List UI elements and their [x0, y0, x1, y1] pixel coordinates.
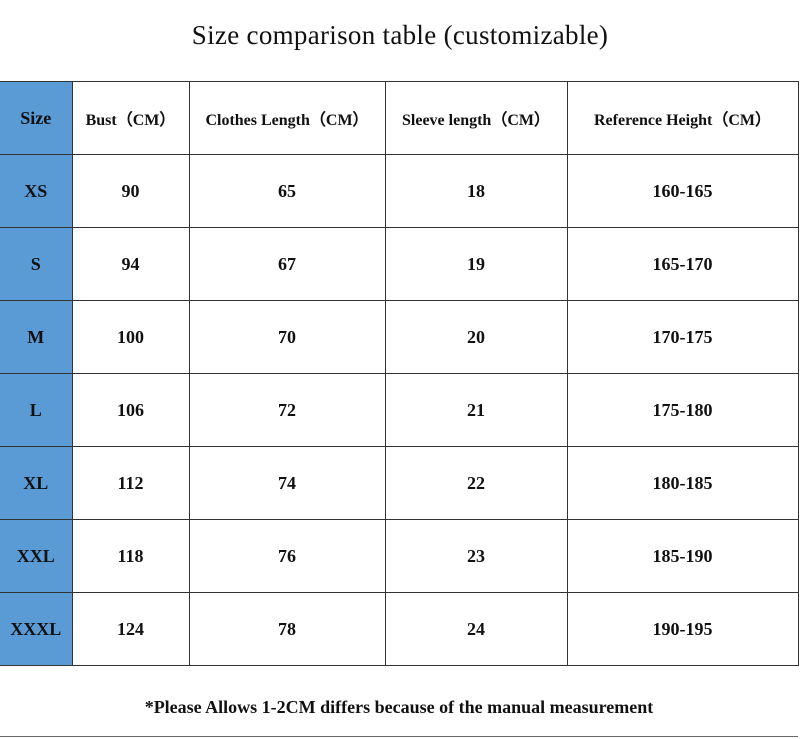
- cell-clothes-length: 76: [188, 519, 386, 593]
- cell-clothes-length: 72: [188, 373, 386, 447]
- table-row: XS 90 65 18 160-165: [0, 154, 799, 228]
- cell-sleeve-length: 18: [384, 154, 568, 228]
- cell-size: M: [0, 300, 73, 374]
- table-row: S 94 67 19 165-170: [0, 227, 799, 301]
- header-size: Size: [0, 81, 73, 155]
- cell-bust: 124: [71, 592, 190, 666]
- cell-bust: 118: [71, 519, 190, 593]
- header-sleeve-length: Sleeve length（CM）: [384, 81, 568, 155]
- cell-clothes-length: 70: [188, 300, 386, 374]
- header-bust: Bust（CM）: [71, 81, 190, 155]
- cell-size: XS: [0, 154, 73, 228]
- cell-sleeve-length: 21: [384, 373, 568, 447]
- cell-reference-height: 170-175: [566, 300, 799, 374]
- cell-bust: 94: [71, 227, 190, 301]
- header-reference-height: Reference Height（CM）: [566, 81, 799, 155]
- table-row: M 100 70 20 170-175: [0, 300, 799, 374]
- cell-clothes-length: 74: [188, 446, 386, 520]
- cell-bust: 112: [71, 446, 190, 520]
- table-title: Size comparison table (customizable): [191, 20, 609, 50]
- cell-size: XXL: [0, 519, 73, 593]
- cell-sleeve-length: 23: [384, 519, 568, 593]
- cell-clothes-length: 67: [188, 227, 386, 301]
- cell-sleeve-length: 20: [384, 300, 568, 374]
- size-table: Size Bust（CM） Clothes Length（CM） Sleeve …: [0, 81, 799, 666]
- cell-reference-height: 190-195: [566, 592, 799, 666]
- header-row: Size Bust（CM） Clothes Length（CM） Sleeve …: [0, 81, 799, 155]
- table-row: XXXL 124 78 24 190-195: [0, 592, 799, 666]
- cell-sleeve-length: 24: [384, 592, 568, 666]
- cell-sleeve-length: 22: [384, 446, 568, 520]
- cell-size: S: [0, 227, 73, 301]
- cell-clothes-length: 78: [188, 592, 386, 666]
- cell-bust: 100: [71, 300, 190, 374]
- table-row: XL 112 74 22 180-185: [0, 446, 799, 520]
- cell-size: XXXL: [0, 592, 73, 666]
- cell-reference-height: 185-190: [566, 519, 799, 593]
- cell-sleeve-length: 19: [384, 227, 568, 301]
- table-row: XXL 118 76 23 185-190: [0, 519, 799, 593]
- cell-reference-height: 180-185: [566, 446, 799, 520]
- measurement-note: *Please Allows 1-2CM differs because of …: [0, 675, 798, 737]
- cell-bust: 90: [71, 154, 190, 228]
- cell-size: L: [0, 373, 73, 447]
- cell-bust: 106: [71, 373, 190, 447]
- header-clothes-length: Clothes Length（CM）: [188, 81, 386, 155]
- table-row: L 106 72 21 175-180: [0, 373, 799, 447]
- cell-reference-height: 175-180: [566, 373, 799, 447]
- cell-reference-height: 165-170: [566, 227, 799, 301]
- cell-reference-height: 160-165: [566, 154, 799, 228]
- cell-size: XL: [0, 446, 73, 520]
- cell-clothes-length: 65: [188, 154, 386, 228]
